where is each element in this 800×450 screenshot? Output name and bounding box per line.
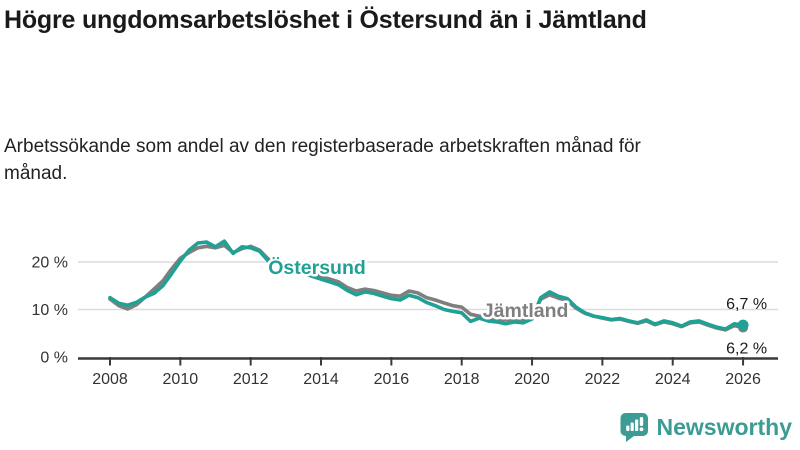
exclamation-glyph: [639, 417, 643, 432]
y-axis-label: 20 %: [32, 255, 68, 272]
chart-title: Högre ungdomsarbetslöshet i Östersund än…: [4, 6, 647, 34]
chart-subtitle: Arbetssökande som andel av den registerb…: [4, 136, 641, 184]
x-axis-label: 2024: [655, 371, 691, 388]
brand-footer: Newsworthy: [619, 411, 792, 443]
speech-bubble-shape: [620, 413, 648, 442]
x-axis-label: 2026: [725, 371, 761, 388]
series-line-jamtland: [108, 243, 745, 332]
y-axis-label: 0 %: [40, 350, 68, 367]
brand-name: Newsworthy: [656, 413, 792, 440]
x-axis-label: 2008: [92, 371, 128, 388]
x-axis-label: 2022: [585, 371, 621, 388]
x-axis-label: 2014: [303, 371, 339, 388]
x-axis-label: 2010: [163, 371, 199, 388]
y-axis-label: 10 %: [32, 302, 68, 319]
series-name-label: Jämtland: [483, 300, 569, 322]
newsworthy-logo-icon: [620, 413, 648, 442]
series-end-value-label: 6,2 %: [726, 341, 767, 358]
x-axis-label: 2012: [233, 371, 269, 388]
x-axis-label: 2020: [514, 371, 550, 388]
x-axis-label: 2018: [444, 371, 480, 388]
series-end-value-label: 6,7 %: [726, 296, 767, 313]
bar-chart-glyph: [625, 419, 638, 431]
series-end-dot-ostersund: [737, 319, 749, 331]
series-line-ostersund: [108, 239, 745, 331]
x-axis-label: 2016: [374, 371, 410, 388]
series-name-label: Östersund: [268, 256, 366, 279]
